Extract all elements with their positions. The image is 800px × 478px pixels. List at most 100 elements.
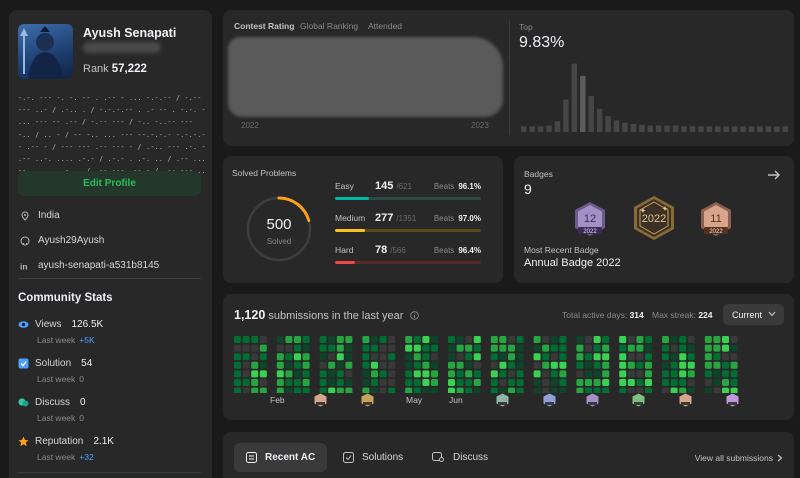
heatmap-cell[interactable] xyxy=(704,344,712,352)
heatmap-cell[interactable] xyxy=(336,336,344,343)
heatmap-cell[interactable] xyxy=(405,353,413,361)
heatmap-cell[interactable] xyxy=(542,336,550,343)
heatmap-cell[interactable] xyxy=(559,361,567,369)
heatmap-cell[interactable] xyxy=(516,361,524,369)
heatmap-cell[interactable] xyxy=(371,387,378,393)
heatmap-cell[interactable] xyxy=(662,344,669,352)
heatmap-cell[interactable] xyxy=(448,387,455,393)
heatmap-cell[interactable] xyxy=(722,353,729,361)
heatmap-cell[interactable] xyxy=(336,387,344,393)
heatmap-cell[interactable] xyxy=(679,370,687,378)
heatmap-cell[interactable] xyxy=(456,379,464,386)
heatmap-cell[interactable] xyxy=(388,387,396,393)
heatmap-cell[interactable] xyxy=(456,336,464,343)
heatmap-cell[interactable] xyxy=(619,336,627,343)
heatmap-cell[interactable] xyxy=(730,336,738,343)
heatmap-cell[interactable] xyxy=(302,387,310,393)
heatmap-cell[interactable] xyxy=(328,379,336,386)
heatmap-cell[interactable] xyxy=(371,336,378,343)
heatmap-cell[interactable] xyxy=(627,344,635,352)
badge-12-icon[interactable]: 12 2022 xyxy=(572,200,608,238)
heatmap-cell[interactable] xyxy=(713,387,721,393)
heatmap-cell[interactable] xyxy=(328,387,336,393)
heatmap-cell[interactable] xyxy=(490,387,498,393)
heatmap-cell[interactable] xyxy=(379,361,387,369)
heatmap-cell[interactable] xyxy=(294,370,301,378)
heatmap-cell[interactable] xyxy=(251,344,259,352)
heatmap-cell[interactable] xyxy=(687,370,695,378)
heatmap-cell[interactable] xyxy=(388,379,396,386)
heatmap-cell[interactable] xyxy=(585,379,592,386)
heatmap-cell[interactable] xyxy=(670,379,678,386)
heatmap-cell[interactable] xyxy=(294,344,301,352)
heatmap-cell[interactable] xyxy=(499,370,507,378)
heatmap-cell[interactable] xyxy=(276,336,284,343)
heatmap-cell[interactable] xyxy=(508,361,515,369)
heatmap-cell[interactable] xyxy=(379,353,387,361)
heatmap-cell[interactable] xyxy=(585,344,592,352)
heatmap-cell[interactable] xyxy=(388,361,396,369)
heatmap-cell[interactable] xyxy=(413,353,421,361)
heatmap-cell[interactable] xyxy=(516,387,524,393)
heatmap-cell[interactable] xyxy=(730,370,738,378)
heatmap-cell[interactable] xyxy=(508,387,515,393)
heatmap-cell[interactable] xyxy=(405,387,413,393)
daily-badge-icon[interactable] xyxy=(726,393,739,407)
heatmap-cell[interactable] xyxy=(602,379,610,386)
heatmap-cell[interactable] xyxy=(465,344,473,352)
heatmap-cell[interactable] xyxy=(345,361,353,369)
avatar[interactable] xyxy=(18,24,73,79)
heatmap-cell[interactable] xyxy=(687,387,695,393)
heatmap-cell[interactable] xyxy=(670,344,678,352)
heatmap-cell[interactable] xyxy=(251,370,259,378)
heatmap-cell[interactable] xyxy=(413,361,421,369)
heatmap-cell[interactable] xyxy=(379,379,387,386)
heatmap-cell[interactable] xyxy=(422,361,430,369)
heatmap-cell[interactable] xyxy=(276,344,284,352)
heatmap-cell[interactable] xyxy=(328,361,336,369)
heatmap-cell[interactable] xyxy=(362,353,370,361)
heatmap-cell[interactable] xyxy=(448,344,455,352)
heatmap-cell[interactable] xyxy=(722,336,729,343)
heatmap-cell[interactable] xyxy=(422,353,430,361)
heatmap-cell[interactable] xyxy=(413,379,421,386)
heatmap-cell[interactable] xyxy=(645,344,652,352)
heatmap-cell[interactable] xyxy=(473,361,481,369)
heatmap-cell[interactable] xyxy=(713,379,721,386)
heatmap-cell[interactable] xyxy=(713,344,721,352)
heatmap-cell[interactable] xyxy=(499,387,507,393)
heatmap-cell[interactable] xyxy=(259,387,267,393)
heatmap-cell[interactable] xyxy=(593,353,601,361)
heatmap-cell[interactable] xyxy=(687,361,695,369)
heatmap-cell[interactable] xyxy=(285,387,293,393)
daily-badge-icon[interactable] xyxy=(586,393,599,407)
heatmap-cell[interactable] xyxy=(294,336,301,343)
heatmap-cell[interactable] xyxy=(627,387,635,393)
heatmap-cell[interactable] xyxy=(234,353,241,361)
heatmap-cell[interactable] xyxy=(465,361,473,369)
heatmap-cell[interactable] xyxy=(328,344,336,352)
daily-badge-icon[interactable] xyxy=(314,393,327,407)
heatmap-cell[interactable] xyxy=(559,336,567,343)
heatmap-cell[interactable] xyxy=(405,336,413,343)
heatmap-cell[interactable] xyxy=(259,370,267,378)
heatmap-cell[interactable] xyxy=(473,379,481,386)
heatmap-cell[interactable] xyxy=(576,344,584,352)
heatmap-cell[interactable] xyxy=(336,370,344,378)
heatmap-cell[interactable] xyxy=(422,336,430,343)
heatmap-cell[interactable] xyxy=(388,353,396,361)
heatmap-cell[interactable] xyxy=(602,387,610,393)
heatmap-cell[interactable] xyxy=(516,370,524,378)
heatmap-cell[interactable] xyxy=(636,387,644,393)
heatmap-cell[interactable] xyxy=(602,344,610,352)
heatmap-cell[interactable] xyxy=(662,336,669,343)
heatmap-cell[interactable] xyxy=(730,361,738,369)
heatmap-cell[interactable] xyxy=(636,379,644,386)
heatmap-cell[interactable] xyxy=(627,361,635,369)
heatmap-cell[interactable] xyxy=(559,344,567,352)
heatmap-cell[interactable] xyxy=(388,344,396,352)
heatmap-cell[interactable] xyxy=(533,361,541,369)
heatmap-cell[interactable] xyxy=(319,379,327,386)
heatmap-cell[interactable] xyxy=(251,361,259,369)
tab-contest-rating[interactable]: Contest Rating xyxy=(234,21,295,31)
